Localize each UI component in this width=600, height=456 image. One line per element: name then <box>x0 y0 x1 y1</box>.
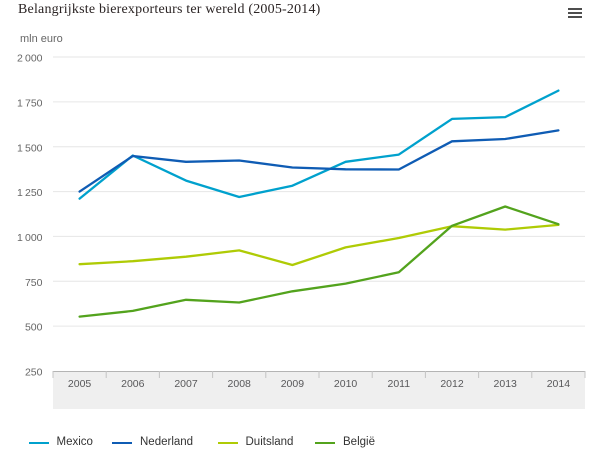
svg-text:2014: 2014 <box>547 378 571 390</box>
svg-text:1 000: 1 000 <box>17 232 43 244</box>
svg-text:2011: 2011 <box>388 378 411 390</box>
svg-text:2012: 2012 <box>440 378 464 390</box>
svg-text:2007: 2007 <box>174 378 198 390</box>
svg-text:2010: 2010 <box>334 378 358 390</box>
svg-text:1 750: 1 750 <box>17 98 43 110</box>
svg-text:2013: 2013 <box>494 378 518 390</box>
svg-text:2005: 2005 <box>68 378 92 390</box>
svg-text:1 500: 1 500 <box>17 142 43 154</box>
svg-text:2006: 2006 <box>121 378 145 390</box>
svg-text:750: 750 <box>25 277 43 289</box>
svg-text:2008: 2008 <box>228 378 252 390</box>
svg-text:1 250: 1 250 <box>17 187 43 199</box>
svg-text:500: 500 <box>25 322 43 334</box>
svg-text:250: 250 <box>25 367 43 379</box>
svg-text:2009: 2009 <box>281 378 305 390</box>
svg-text:2 000: 2 000 <box>17 53 43 65</box>
